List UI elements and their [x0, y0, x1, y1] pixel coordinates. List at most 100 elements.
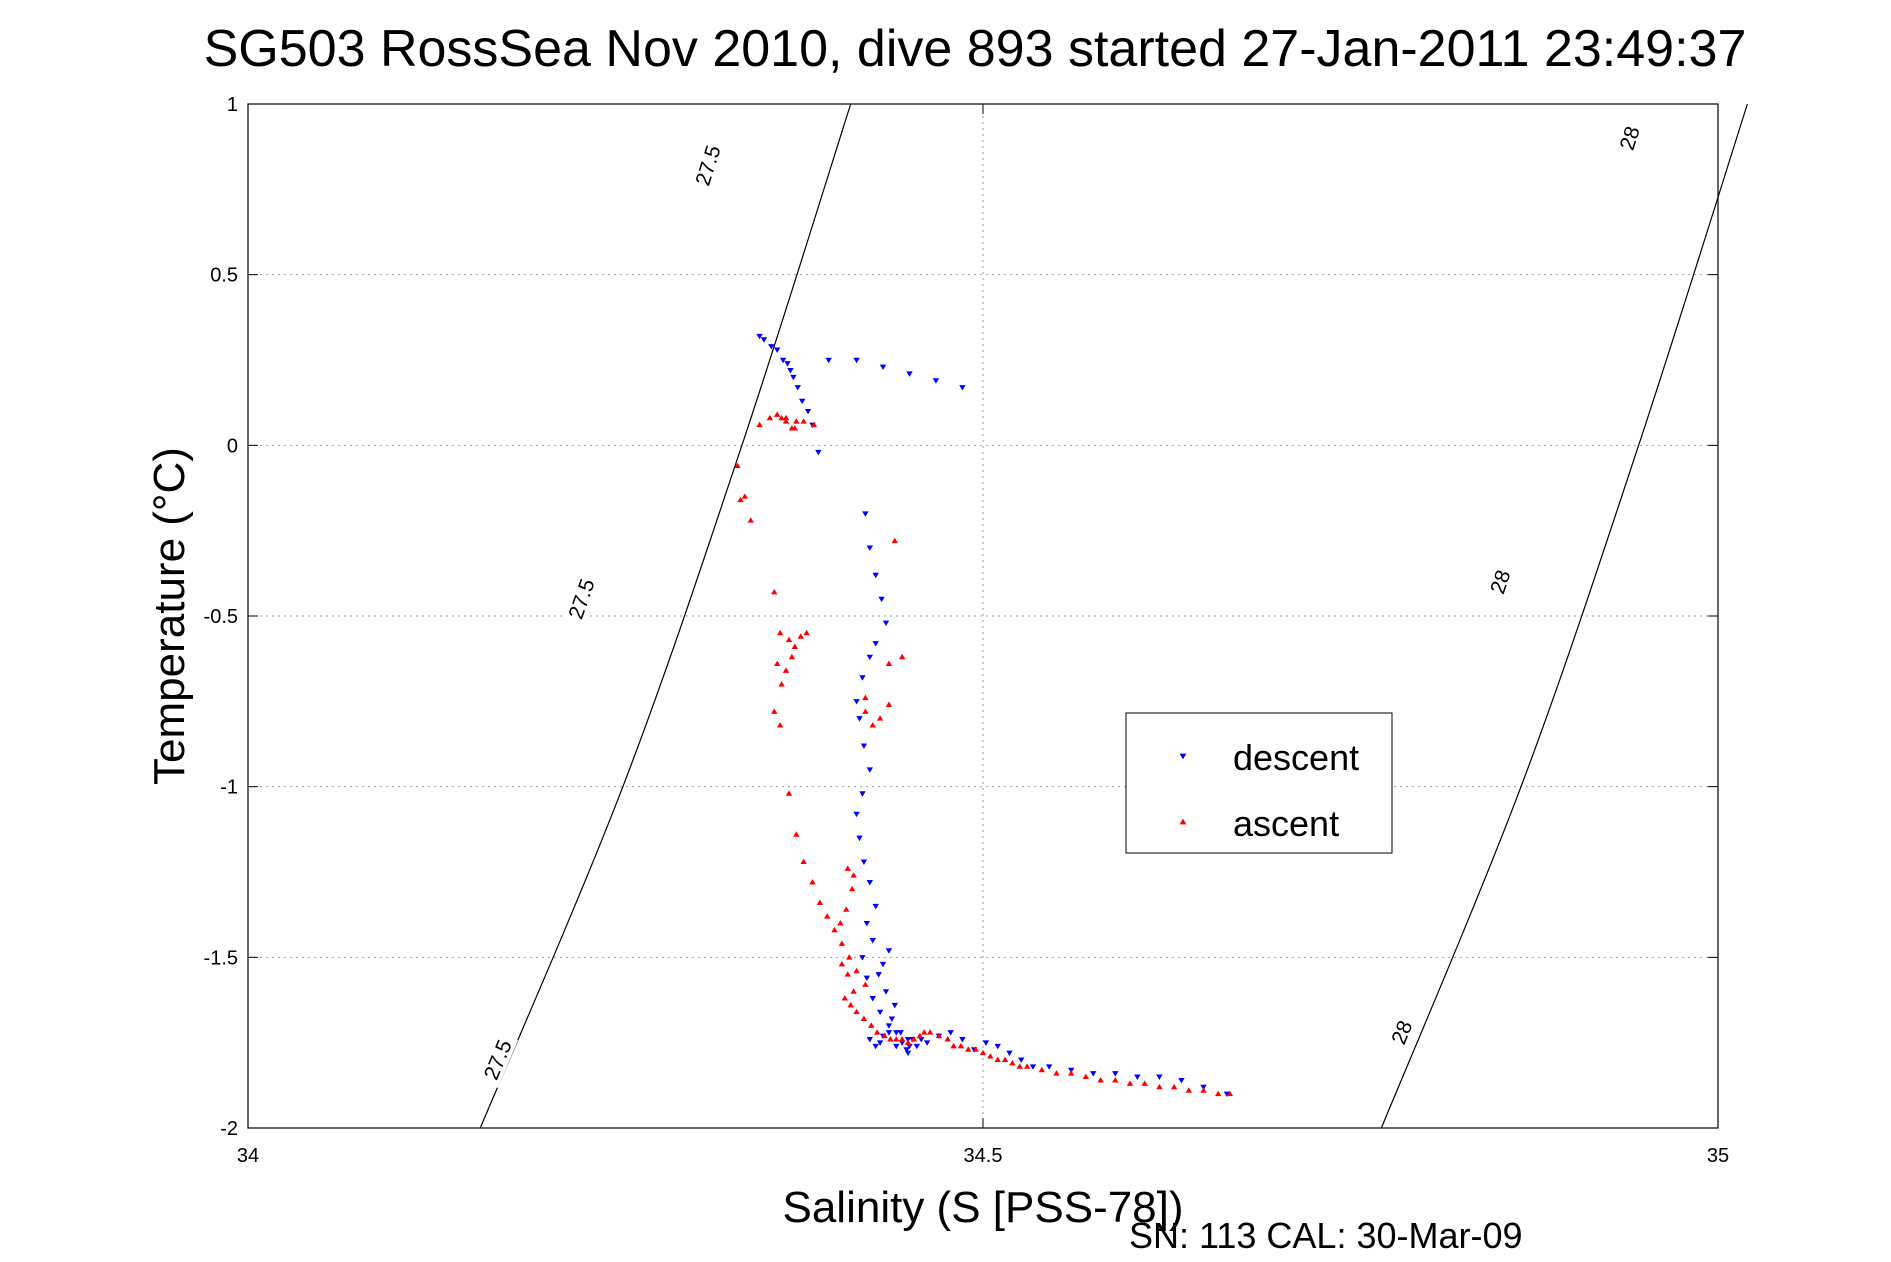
- ascent-point: [885, 701, 893, 707]
- ascent-point: [771, 708, 778, 714]
- footer-serial-calibration: SN: 113 CAL: 30-Mar-09: [1129, 1215, 1523, 1256]
- descent-point: [790, 374, 797, 381]
- ascent-point: [831, 926, 838, 933]
- ascent-point: [898, 653, 906, 660]
- ascent-point: [785, 636, 793, 643]
- ascent-point: [1156, 1083, 1163, 1090]
- ascent-point: [891, 537, 898, 544]
- descent-point: [872, 572, 879, 579]
- descent-point: [866, 880, 874, 886]
- isopycnal-line: [479, 103, 852, 1129]
- ascent-point: [957, 1042, 965, 1049]
- legend-descent-marker: [1179, 753, 1187, 760]
- ascent-point: [782, 414, 790, 421]
- ascent-point: [1068, 1070, 1075, 1076]
- descent-point: [794, 385, 801, 391]
- legend: descent ascent: [1125, 712, 1393, 854]
- ascent-point: [881, 1032, 888, 1039]
- chart-title: SG503 RossSea Nov 2010, dive 893 started…: [204, 20, 1747, 78]
- isopycnal-label-gap: [689, 137, 727, 194]
- descent-point: [893, 1043, 900, 1050]
- ascent-point: [935, 1032, 943, 1039]
- descent-point: [885, 1030, 893, 1036]
- ascent-point: [785, 790, 793, 796]
- ascent-point: [791, 425, 799, 431]
- ascent-point: [838, 940, 846, 946]
- descent-point: [1018, 1057, 1025, 1063]
- ascent-point: [841, 995, 849, 1001]
- x-tick-labels: 34 34.5 35: [237, 1145, 1729, 1167]
- ascent-point: [844, 971, 851, 977]
- ascent-point: [766, 414, 774, 421]
- y-tick-label: 1: [227, 94, 238, 116]
- descent-point: [853, 699, 860, 705]
- descent-point: [959, 385, 966, 391]
- descent-point: [876, 1009, 884, 1016]
- ascent-point: [774, 660, 781, 667]
- descent-point: [875, 972, 882, 978]
- ascent-point: [1082, 1073, 1090, 1080]
- ascent-point: [800, 858, 807, 864]
- ascent-point: [776, 629, 784, 636]
- descent-point: [825, 357, 832, 364]
- descent-point: [856, 835, 863, 842]
- isopycnal-line: [1380, 103, 1748, 1129]
- ascent-point: [868, 1022, 875, 1028]
- ascent-point: [823, 913, 831, 919]
- ascent-point: [972, 1046, 979, 1052]
- ascent-point: [862, 981, 869, 987]
- y-tick-label: 0: [227, 435, 238, 457]
- ascent-point: [848, 885, 856, 892]
- descent-point: [779, 357, 787, 364]
- descent-point: [869, 996, 876, 1002]
- ascent-point: [1126, 1080, 1134, 1086]
- ascent-point: [979, 1049, 987, 1056]
- x-axis-label: Salinity (S [PSS-78]): [782, 1183, 1183, 1232]
- descent-point: [859, 791, 866, 797]
- descent-point: [859, 675, 866, 681]
- ascent-point: [810, 421, 818, 428]
- descent-point: [923, 1040, 931, 1046]
- descent-point: [898, 1040, 906, 1046]
- ascent-point: [847, 1001, 854, 1008]
- descent-point: [918, 1037, 925, 1043]
- ascent-point: [809, 879, 816, 885]
- ascent-point: [837, 920, 844, 926]
- ascent-point: [846, 954, 853, 960]
- descent-point: [959, 1037, 966, 1043]
- descent-point: [860, 743, 868, 749]
- ascent-point: [873, 1029, 881, 1035]
- descent-point: [1134, 1074, 1141, 1080]
- descent-point: [872, 903, 879, 910]
- ascent-point: [771, 588, 778, 595]
- ascent-point: [885, 660, 893, 667]
- descent-point: [1156, 1074, 1163, 1080]
- ascent-point: [788, 653, 796, 660]
- y-tick-label: -1: [220, 777, 238, 799]
- isopycnal-label-gap: [1481, 553, 1520, 611]
- descent-point: [994, 1043, 1001, 1050]
- ascent-point: [797, 633, 804, 639]
- descent-point: [872, 1043, 879, 1050]
- descent-point: [879, 364, 887, 371]
- descent-point: [904, 1050, 912, 1057]
- y-tick-label: -0.5: [204, 606, 238, 628]
- descent-point: [897, 1030, 904, 1036]
- descent-point: [882, 989, 890, 995]
- descent-point: [853, 357, 860, 364]
- ascent-point: [1112, 1077, 1119, 1083]
- ascent-point: [853, 967, 860, 974]
- ascent-point: [950, 1042, 957, 1049]
- ascent-point: [1215, 1090, 1222, 1097]
- ascent-point: [737, 496, 744, 503]
- ascent-point: [778, 681, 785, 687]
- legend-ascent-label: ascent: [1233, 803, 1339, 844]
- ascent-point: [1023, 1063, 1031, 1069]
- legend-descent-label: descent: [1233, 737, 1359, 778]
- ascent-point: [1200, 1087, 1207, 1093]
- descent-point: [787, 368, 794, 374]
- ascent-point: [782, 667, 790, 673]
- descent-point: [853, 811, 860, 818]
- ascent-point: [926, 1029, 934, 1035]
